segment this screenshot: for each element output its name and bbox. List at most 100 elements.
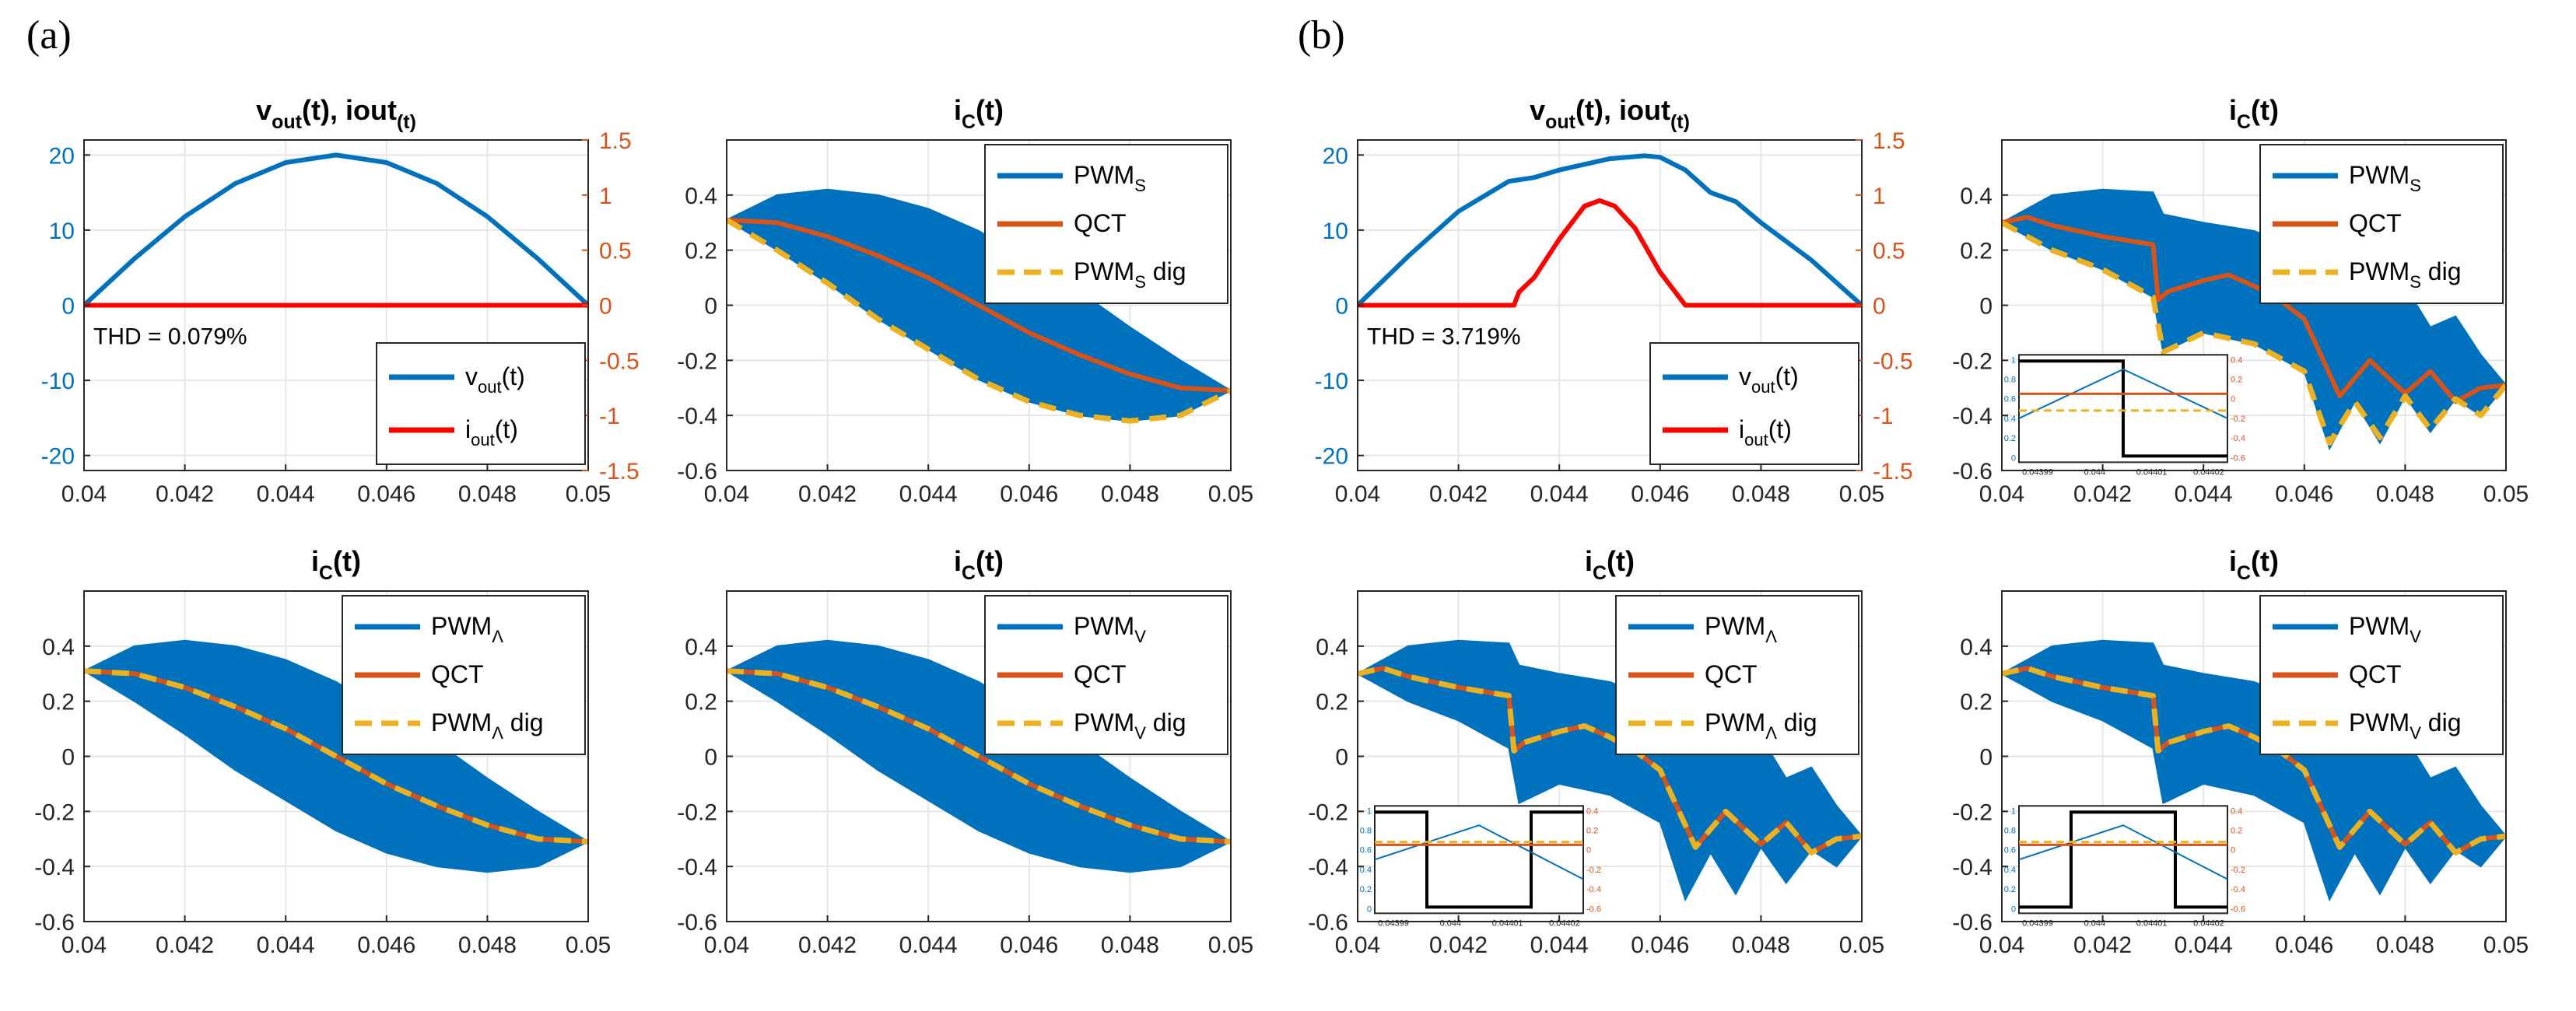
y-tick-label: -0.2: [1952, 348, 1992, 374]
x-tick-label: 0.048: [458, 932, 517, 958]
chart-title: vout(t), iout(t): [256, 94, 416, 133]
data-layer: [1358, 153, 1862, 308]
inset-x-label: 0.04402: [2193, 918, 2224, 928]
series-dig-line: [727, 668, 1231, 845]
y-right-tick-label: -1.5: [1873, 459, 1913, 485]
x-tick-label: 0.048: [2376, 932, 2434, 958]
series-vout-line: [1358, 153, 1862, 307]
y-tick-label: 0.4: [1960, 635, 1992, 660]
inset-gate-signal: [1375, 810, 1583, 909]
y-right-tick-label: 1: [1873, 184, 1886, 209]
inset-y-left-label: 0.8: [2004, 826, 2016, 835]
inset-y-left-label: 0: [1367, 904, 1372, 914]
x-tick-label: 0.046: [1000, 481, 1058, 507]
y-tick-label: -0.4: [1952, 855, 1992, 880]
series-qct-line: [2002, 215, 2506, 404]
thd-annotation: THD = 0.079%: [93, 324, 247, 350]
y-tick-label: 0: [704, 745, 717, 771]
x-tick-label: 0.042: [1429, 932, 1488, 958]
x-tick-label: 0.05: [1839, 932, 1884, 958]
legend-label: PWMS: [1074, 161, 1146, 195]
chart-title: iC(t): [1585, 545, 1635, 584]
x-tick-label: 0.042: [2073, 932, 2132, 958]
x-tick-label: 0.044: [899, 932, 958, 958]
y-tick-label: 0.4: [42, 635, 75, 660]
y-tick-label: 20: [1323, 143, 1348, 169]
inset-y-left-label: 0: [2011, 453, 2016, 463]
inset-y-left-label: 0.2: [1360, 885, 1372, 894]
legend: PWMS QCT PWMS dig: [2259, 144, 2504, 304]
y-right-tick-label: 0.5: [1873, 239, 1905, 264]
y-tick-label: -0.4: [677, 404, 717, 429]
inset-y-left-label: 0.2: [2004, 885, 2016, 894]
y-tick-label: 0: [61, 294, 75, 320]
series-dig-line: [84, 668, 588, 845]
x-tick-label: 0.05: [1839, 481, 1884, 507]
legend-label: QCT: [2349, 209, 2402, 237]
y-tick-label: -0.2: [677, 799, 717, 825]
y-tick-label: -0.2: [1952, 799, 1992, 825]
x-tick-label: 0.044: [2175, 932, 2233, 958]
inset-zoom: 0.04399 0.044 0.04401 0.04402 0 0.2 0.4 0.6 0.8 1…: [2004, 354, 2245, 477]
inset-y-right-label: -0.2: [2231, 415, 2245, 424]
inset-y-right-label: 0.2: [2231, 826, 2242, 835]
y-tick-label: -10: [1315, 369, 1348, 394]
inset-y-right-label: -0.4: [2231, 434, 2245, 443]
chart-title: vout(t), iout(t): [1530, 94, 1690, 133]
y-tick-label: 0.2: [1960, 690, 1992, 715]
x-tick-label: 0.046: [357, 932, 415, 958]
y-right-tick-label: 1.5: [599, 128, 632, 154]
x-tick-label: 0.05: [1208, 932, 1253, 958]
x-tick-label: 0.044: [1530, 481, 1589, 507]
x-tick-label: 0.048: [2376, 481, 2434, 507]
x-tick-label: 0.046: [2275, 932, 2333, 958]
y-right-tick-label: -1: [1873, 404, 1894, 429]
y-tick-label: -0.4: [1308, 855, 1348, 880]
inset-y-right-label: 0: [2231, 395, 2235, 404]
data-layer: [84, 152, 588, 308]
y-right-tick-label: 0: [599, 294, 612, 320]
data-layer: [1358, 639, 1862, 902]
chart-a4: 0.04 0.042 0.044 0.046 0.048 0.05 -0.6 -0.4 -0.2…: [677, 545, 1253, 958]
y-tick-label: 0.2: [685, 690, 717, 715]
inset-x-label: 0.04399: [2022, 467, 2053, 477]
series-qct-line: [727, 217, 1231, 394]
data-layer: [2002, 639, 2506, 902]
y-tick-label: 0.4: [1316, 635, 1348, 660]
inset-y-right-label: -0.2: [1586, 866, 1601, 875]
legend-label: vout(t): [465, 362, 525, 397]
inset-ripple: [1374, 824, 1584, 880]
inset-x-label: 0.04401: [1492, 918, 1523, 928]
y-right-tick-label: -0.5: [1873, 348, 1913, 374]
series-vout-line: [84, 152, 588, 307]
series-dig-line: [2002, 220, 2506, 446]
y-right-tick-label: -1.5: [599, 459, 640, 485]
series-iout-line: [1358, 198, 1862, 308]
y-tick-label: -0.4: [677, 855, 717, 880]
legend: PWMV QCT PWMV dig: [2259, 595, 2504, 755]
chart-title: iC(t): [2229, 94, 2279, 133]
y-tick-label: -0.6: [1952, 910, 1992, 936]
legend: vout(t) iout(t): [1649, 342, 1859, 465]
series-dig-line: [2002, 665, 2506, 855]
y-tick-label: -0.2: [677, 348, 717, 374]
y-tick-label: 0: [1335, 745, 1348, 771]
inset-x-label: 0.04399: [2022, 918, 2053, 928]
legend-label: PWMV dig: [2349, 708, 2461, 743]
x-tick-label: 0.04: [1979, 932, 2024, 958]
legend-box: [376, 342, 586, 465]
legend-label: QCT: [1705, 660, 1758, 688]
legend-label: QCT: [2349, 660, 2402, 688]
panel-label-a: (a): [26, 13, 72, 58]
legend: PWMΛ QCT PWMΛ dig: [1615, 595, 1859, 755]
inset-y-right-label: -0.2: [2231, 866, 2245, 875]
legend-label: PWMS dig: [2349, 257, 2461, 292]
inset-y-left-label: 0.4: [2004, 415, 2016, 424]
y-tick-label: 0.4: [685, 184, 717, 209]
legend-label: PWMS dig: [1074, 257, 1186, 292]
legend-box: [1649, 342, 1859, 465]
y-tick-label: -0.4: [34, 855, 75, 880]
inset-zoom: 0.04399 0.044 0.04401 0.04402 0 0.2 0.4 0.6 0.8 1…: [2004, 805, 2245, 928]
inset-y-right-label: -0.6: [2231, 453, 2245, 463]
x-tick-label: 0.04: [704, 932, 749, 958]
